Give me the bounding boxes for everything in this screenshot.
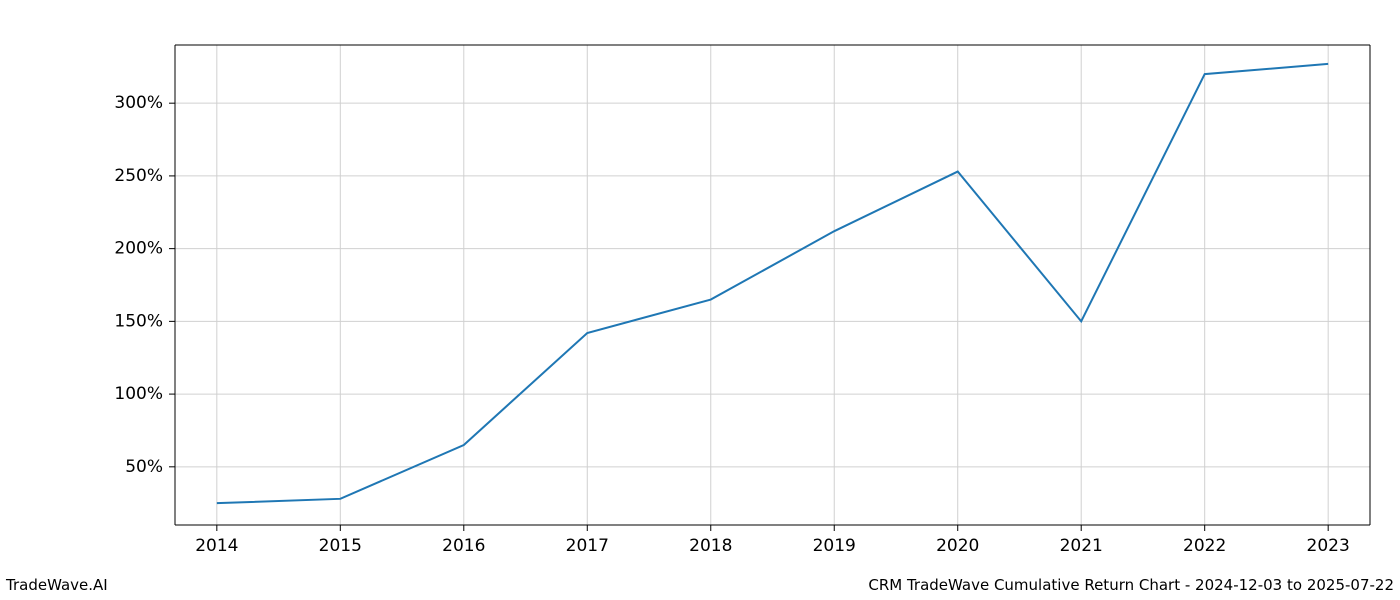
x-tick-label: 2017 (566, 536, 609, 556)
chart-container: 50% 100% 150% 200% 250% 300% 2014 2015 2016 2017 2… (0, 0, 1400, 600)
x-tick-label: 2021 (1060, 536, 1103, 556)
y-tick-label: 50% (125, 457, 163, 477)
y-tick-label: 150% (114, 311, 163, 331)
x-tick-label: 2022 (1183, 536, 1226, 556)
y-tick-label: 200% (114, 239, 163, 259)
footer-right-caption: CRM TradeWave Cumulative Return Chart - … (868, 576, 1394, 594)
y-tick-label: 300% (114, 93, 163, 113)
x-tick-label: 2015 (319, 536, 362, 556)
chart-background (0, 0, 1400, 600)
y-tick-label: 250% (114, 166, 163, 186)
y-tick-label: 100% (114, 384, 163, 404)
line-chart: 50% 100% 150% 200% 250% 300% 2014 2015 2016 2017 2… (0, 0, 1400, 600)
x-tick-label: 2016 (442, 536, 485, 556)
x-tick-label: 2014 (195, 536, 238, 556)
footer-left-caption: TradeWave.AI (6, 576, 108, 594)
x-tick-label: 2018 (689, 536, 732, 556)
x-tick-label: 2020 (936, 536, 979, 556)
x-tick-label: 2023 (1307, 536, 1350, 556)
x-tick-label: 2019 (813, 536, 856, 556)
